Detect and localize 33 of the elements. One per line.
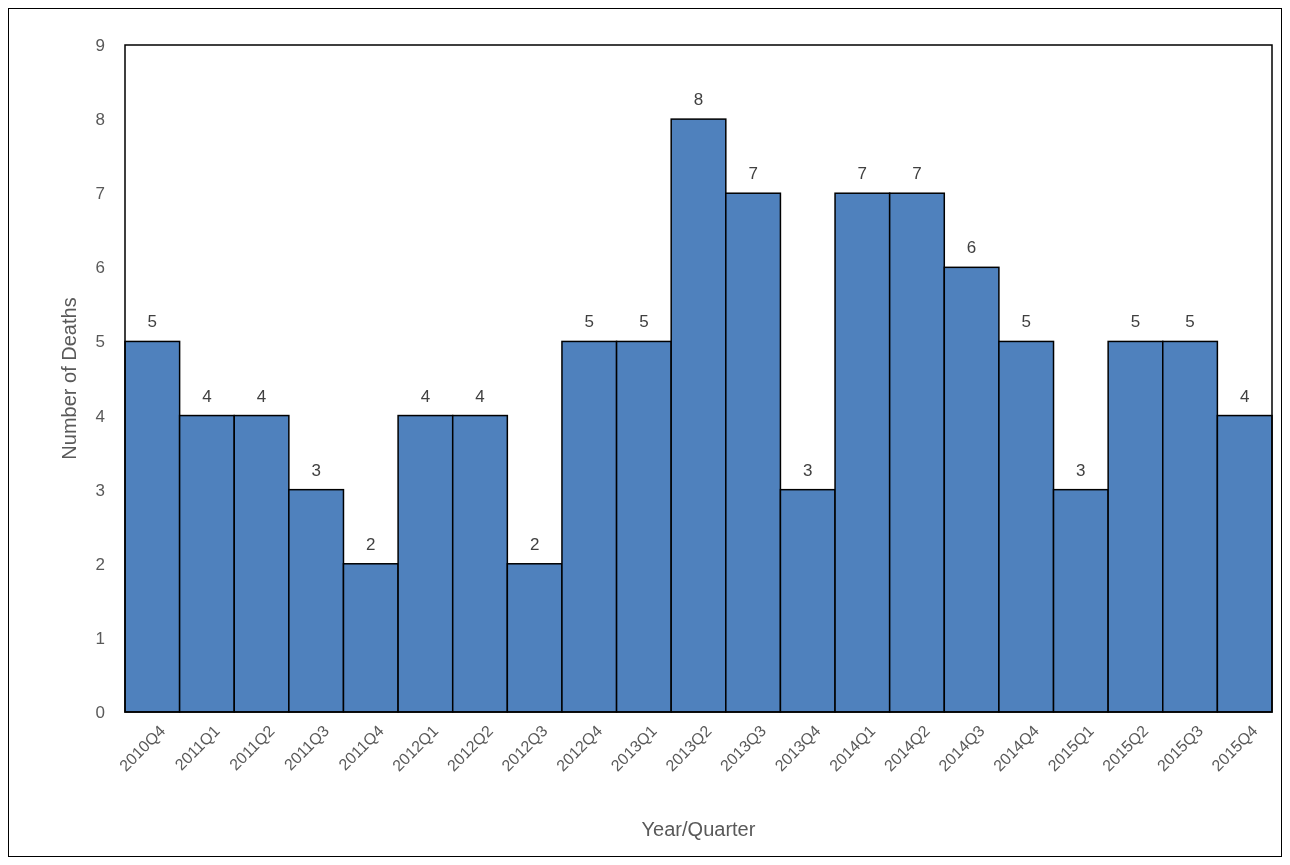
data-label: 3 xyxy=(803,460,813,480)
data-label: 5 xyxy=(1130,312,1141,332)
data-label: 4 xyxy=(1239,386,1250,406)
y-tick-label: 3 xyxy=(95,480,105,500)
data-label: 6 xyxy=(966,238,977,258)
y-tick-label: 2 xyxy=(95,554,105,574)
data-label: 3 xyxy=(311,460,321,480)
x-axis-title: Year/Quarter xyxy=(641,818,756,840)
y-tick-label: 1 xyxy=(95,628,105,648)
data-label: 4 xyxy=(256,386,267,406)
data-label: 8 xyxy=(693,90,704,110)
data-label: 7 xyxy=(912,164,922,184)
data-label: 2 xyxy=(529,534,540,554)
y-tick-label: 6 xyxy=(95,258,105,278)
data-label: 5 xyxy=(1185,312,1195,332)
y-tick-label: 8 xyxy=(95,110,105,130)
y-tick-label: 7 xyxy=(95,184,105,204)
data-label: 5 xyxy=(584,312,594,332)
y-axis-title: Number of Deaths xyxy=(58,297,80,460)
data-label: 5 xyxy=(1021,312,1031,332)
data-label: 7 xyxy=(748,164,758,184)
data-label: 4 xyxy=(420,386,431,406)
y-tick-label: 4 xyxy=(95,406,105,426)
data-label: 5 xyxy=(639,312,649,332)
data-label: 7 xyxy=(857,164,868,184)
y-tick-label: 9 xyxy=(95,35,105,55)
y-tick-label: 5 xyxy=(95,332,105,352)
data-label: 2 xyxy=(366,534,376,554)
y-tick-label: 0 xyxy=(95,702,105,722)
data-label: 4 xyxy=(475,386,485,406)
data-label: 3 xyxy=(1076,460,1086,480)
data-label: 4 xyxy=(202,386,212,406)
data-label: 5 xyxy=(147,312,158,332)
